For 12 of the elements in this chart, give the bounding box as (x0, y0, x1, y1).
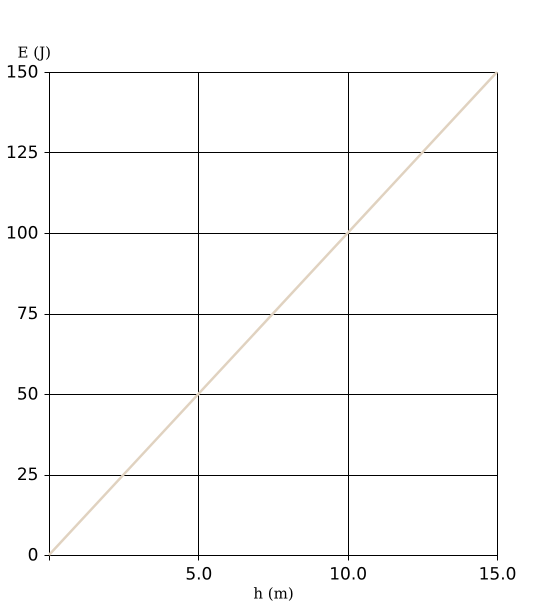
y-tick-label: 100 (6, 224, 38, 244)
y-tick-label: 50 (16, 384, 38, 404)
x-tick-label: 15.0 (478, 564, 516, 584)
y-tick-label: 0 (28, 546, 38, 566)
y-tick-label: 125 (6, 143, 38, 163)
x-tick-label: 10.0 (329, 564, 368, 584)
y-axis-title: E (J) (18, 44, 51, 62)
x-tick-label: 5.0 (185, 564, 212, 584)
y-tick-label: 25 (16, 465, 38, 485)
x-axis-title: h (m) (253, 584, 294, 602)
y-tick-label: 75 (16, 304, 38, 324)
y-tick-label: 150 (6, 62, 38, 82)
